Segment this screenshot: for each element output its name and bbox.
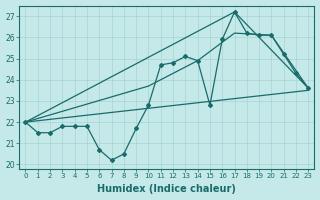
X-axis label: Humidex (Indice chaleur): Humidex (Indice chaleur) <box>98 184 236 194</box>
